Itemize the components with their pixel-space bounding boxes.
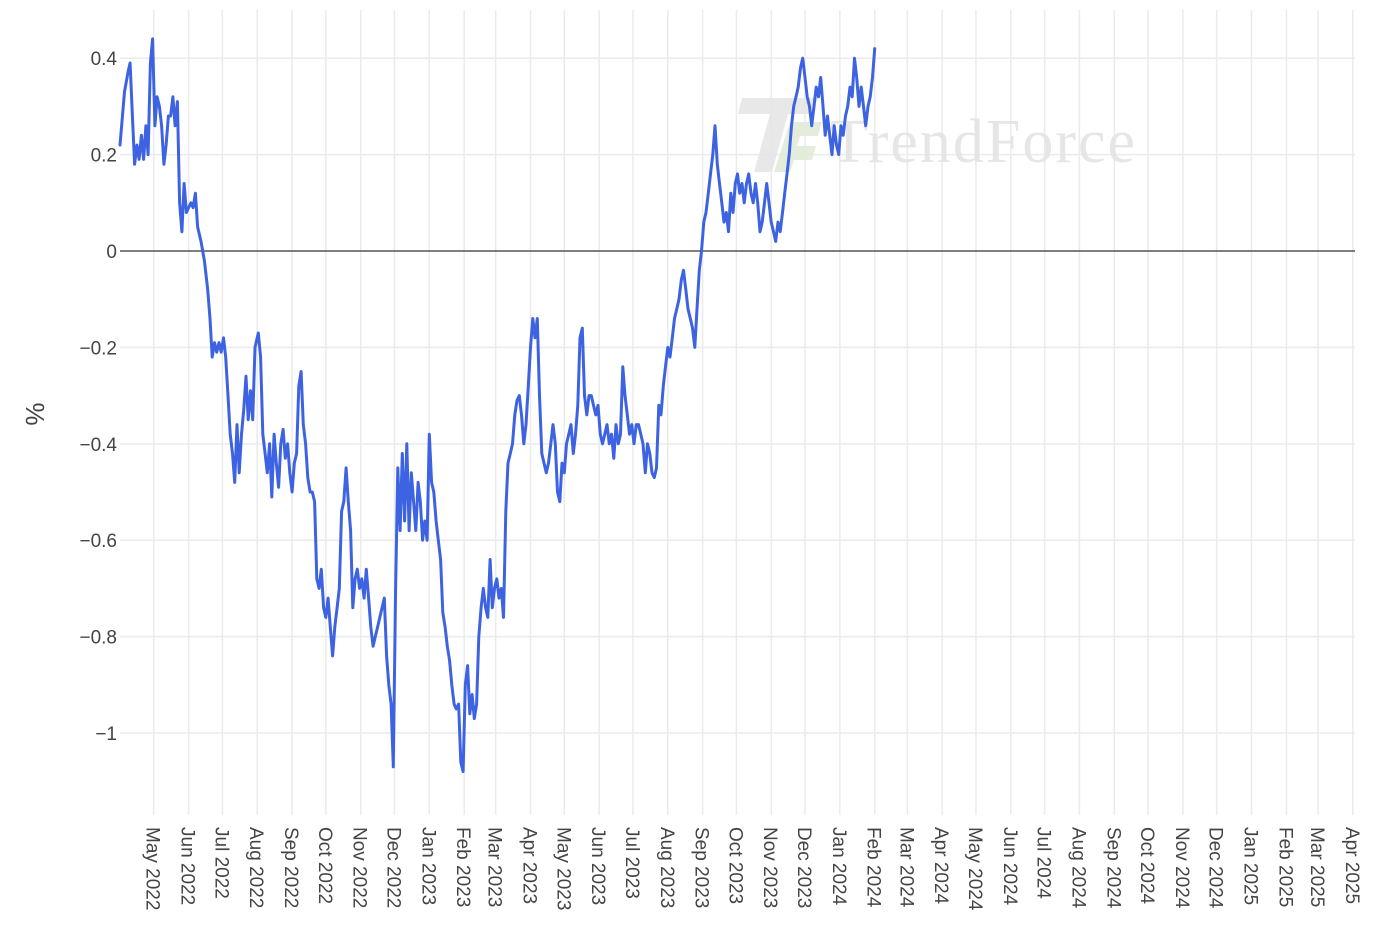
x-tick-label: Sep 2023 (691, 827, 712, 908)
y-axis-tick-labels: 0.4 0.2 0 −0.2 −0.4 −0.6 −0.8 −1 (79, 49, 117, 745)
y-tick-label: −1 (95, 724, 117, 745)
y-axis-label: % (20, 402, 50, 425)
x-tick-label: Aug 2024 (1067, 827, 1088, 909)
x-tick-label: Apr 2023 (519, 827, 540, 904)
x-tick-label: Nov 2022 (349, 827, 370, 908)
x-tick-label: Oct 2022 (314, 827, 335, 904)
x-tick-label: Jun 2024 (999, 827, 1020, 906)
x-tick-label: Jul 2023 (621, 827, 642, 899)
vertical-gridlines (152, 10, 1354, 815)
x-tick-label: Nov 2024 (1171, 827, 1192, 909)
x-tick-label: May 2024 (964, 827, 985, 911)
x-tick-label: Feb 2023 (452, 827, 473, 907)
y-tick-label: 0 (106, 242, 117, 263)
x-tick-label: Dec 2022 (382, 827, 403, 908)
x-tick-label: Feb 2024 (863, 827, 884, 908)
x-tick-label: Jun 2023 (587, 827, 608, 905)
y-tick-label: −0.6 (79, 531, 117, 552)
trendforce-watermark: TrendForce (738, 98, 1137, 176)
x-tick-label: Oct 2023 (724, 827, 745, 904)
x-tick-label: Feb 2025 (1274, 827, 1295, 907)
series-line (118, 37, 877, 774)
x-tick-label: Jan 2024 (828, 827, 849, 906)
x-tick-label: Jul 2022 (210, 827, 231, 899)
x-tick-label: May 2023 (552, 827, 573, 910)
x-tick-label: Jun 2022 (177, 827, 198, 905)
x-tick-label: Apr 2024 (930, 827, 951, 905)
trendforce-logo-icon (738, 98, 822, 172)
x-tick-label: Mar 2025 (1306, 827, 1327, 907)
x-tick-label: Sep 2022 (280, 827, 301, 908)
y-tick-label: 0.4 (91, 49, 118, 70)
x-tick-label: Sep 2024 (1102, 827, 1123, 909)
y-tick-label: −0.4 (79, 435, 117, 456)
x-tick-label: Mar 2023 (484, 827, 505, 907)
y-tick-label: −0.2 (79, 338, 117, 359)
watermark-text: TrendForce (830, 108, 1137, 176)
horizontal-gridlines (120, 57, 1355, 734)
x-axis-tick-labels: May 2022 Jun 2022 Jul 2022 Aug 2022 Sep 2022… (142, 827, 1362, 911)
x-tick-label: Jul 2024 (1033, 827, 1054, 899)
x-tick-label: Jan 2023 (417, 827, 438, 905)
x-tick-label: May 2022 (142, 827, 163, 910)
y-tick-label: −0.8 (79, 628, 117, 649)
x-tick-label: Nov 2023 (759, 827, 780, 908)
x-tick-label: Mar 2024 (895, 827, 916, 908)
x-tick-label: Dec 2024 (1205, 827, 1226, 909)
x-tick-label: Aug 2023 (656, 827, 677, 908)
x-tick-label: Apr 2025 (1341, 827, 1362, 904)
x-tick-label: Aug 2022 (245, 827, 266, 908)
x-tick-label: Oct 2024 (1136, 827, 1157, 905)
x-tick-label: Jan 2025 (1240, 827, 1261, 905)
x-tick-label: Dec 2023 (793, 827, 814, 908)
y-tick-label: 0.2 (91, 146, 117, 167)
